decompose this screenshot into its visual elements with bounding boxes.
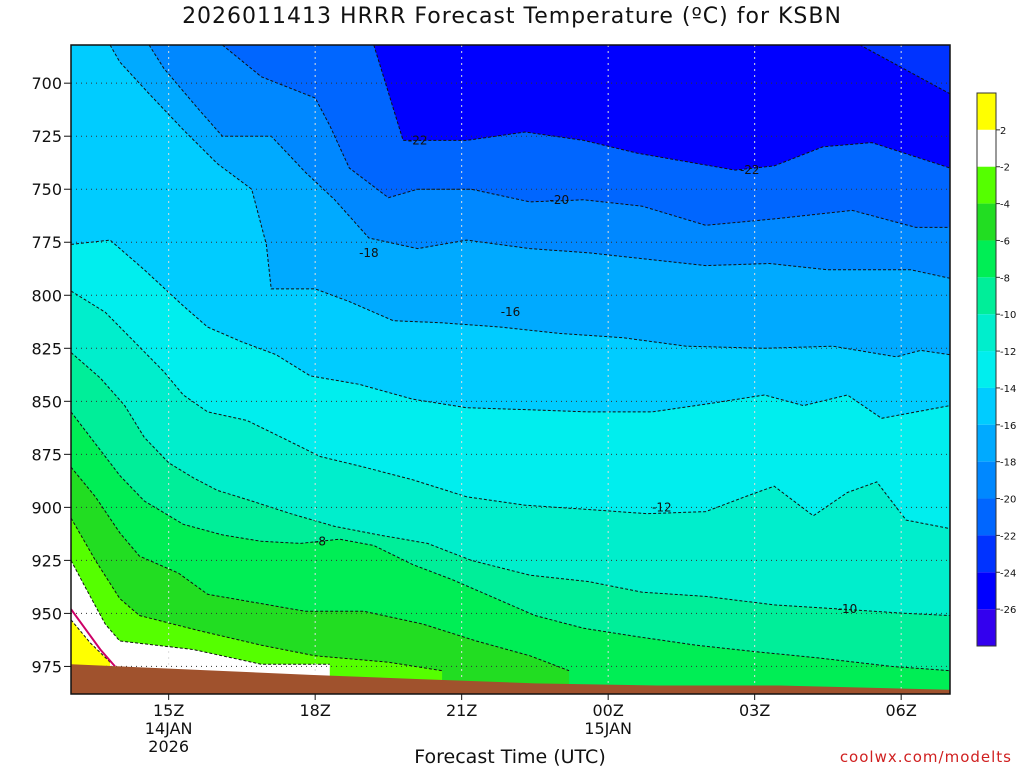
- colorbar-swatch: [977, 203, 996, 241]
- isotherm-line: [71, 560, 330, 665]
- isotherm-line: [71, 239, 950, 419]
- contour-label: -20: [550, 193, 570, 207]
- colorbar-swatch: [977, 424, 996, 462]
- isotherm-line: [71, 411, 950, 672]
- isotherm-layer: [71, 45, 950, 678]
- y-tick-label: 875: [31, 445, 62, 464]
- x-tick-label: 21Z: [446, 701, 477, 720]
- x-tick-label: 2026: [148, 737, 189, 756]
- contour-label: -12: [652, 500, 672, 514]
- contour-label-layer: -22 -22 -20 -18 -16 -12 -8 -10: [314, 133, 858, 616]
- y-axis: 700 725 750 775 800 825 850 875 900 925 950 975: [31, 74, 71, 676]
- colorbar-swatch: [977, 387, 996, 425]
- colorbar-swatch: [977, 314, 996, 352]
- isotherm-line: [71, 517, 443, 672]
- y-tick-label: 975: [31, 657, 62, 676]
- y-tick-label: 925: [31, 551, 62, 570]
- colorbar-label: -26: [1000, 605, 1016, 616]
- plot-frame: [70, 44, 951, 695]
- isotherm-line: [85, 45, 950, 95]
- colorbar-frame: [976, 92, 997, 647]
- site-credit: coolwx.com/modelts: [839, 748, 1012, 766]
- x-axis-label: Forecast Time (UTC): [414, 746, 606, 768]
- x-tick-label: 03Z: [739, 701, 770, 720]
- colorbar-swatch: [977, 535, 996, 573]
- colorbar-label: -6: [1000, 236, 1010, 247]
- colorbar-label: -16: [1000, 421, 1016, 432]
- colorbar-swatch: [977, 351, 996, 388]
- x-tick-label: 06Z: [886, 701, 917, 720]
- y-tick-label: 750: [31, 180, 62, 199]
- contour-label: -18: [359, 246, 379, 260]
- chart-title: 2026011413 HRRR Forecast Temperature (ºC…: [182, 4, 842, 29]
- isotherm-line: [71, 290, 950, 530]
- colorbar-swatch: [977, 461, 996, 499]
- colorbar-label: -22: [1000, 531, 1016, 542]
- colorbar-label: -12: [1000, 347, 1016, 358]
- x-tick-label: 14JAN: [145, 719, 193, 738]
- colorbar-label: 2: [1000, 126, 1006, 137]
- contour-label: -10: [838, 602, 858, 616]
- colorbar-swatch: [977, 240, 996, 278]
- x-tick-label: 15JAN: [584, 719, 632, 738]
- colorbar-swatch: [977, 93, 996, 130]
- isotherm-line: [71, 466, 570, 672]
- colorbar-label: -14: [1000, 384, 1016, 395]
- colorbar-swatch: [977, 277, 996, 315]
- colorbar-label: -10: [1000, 310, 1016, 321]
- isotherm-line: [71, 352, 950, 616]
- y-tick-label: 800: [31, 286, 62, 305]
- colorbar-swatch: [977, 129, 996, 167]
- contour-label: -8: [314, 534, 326, 548]
- colorbar-label: -20: [1000, 495, 1016, 506]
- y-tick-label: 950: [31, 604, 62, 623]
- ground-surface: [71, 664, 950, 694]
- y-tick-label: 850: [31, 392, 62, 411]
- colorbar-swatch: [977, 572, 996, 610]
- colorbar-swatch: [977, 166, 996, 204]
- colorbar-label: -4: [1000, 200, 1010, 211]
- freezing-line: [71, 608, 116, 668]
- y-tick-label: 725: [31, 127, 62, 146]
- y-tick-label: 825: [31, 339, 62, 358]
- y-tick-label: 900: [31, 498, 62, 517]
- x-tick-label: 18Z: [300, 701, 331, 720]
- isotherm-line: [148, 45, 950, 279]
- colorbar-swatch: [977, 609, 996, 646]
- temperature-fill-layer: [71, 45, 950, 694]
- grid-layer: [71, 45, 950, 694]
- colorbar-label: -8: [1000, 273, 1010, 284]
- colorbar-label: -2: [1000, 163, 1010, 174]
- ground-layer: [71, 664, 950, 694]
- temperature-band: [71, 560, 330, 694]
- colorbar-swatch: [977, 498, 996, 536]
- contour-label: -16: [501, 305, 521, 319]
- isotherm-line: [109, 45, 950, 358]
- colorbar-label: -24: [1000, 568, 1016, 579]
- contour-label: -22: [740, 163, 760, 177]
- colorbar-label: -18: [1000, 458, 1016, 469]
- contour-label: -22: [408, 133, 428, 147]
- y-tick-label: 700: [31, 74, 62, 93]
- y-tick-label: 775: [31, 233, 62, 252]
- colorbar: 2 -2 -4 -6 -8 -10 -12 -14 -16 -18 -20 -22 -24 -26: [976, 92, 1016, 647]
- isotherm-line: [222, 45, 950, 228]
- isotherm-line: [373, 45, 950, 171]
- isotherm-line: [71, 619, 111, 663]
- x-tick-label: 15Z: [153, 701, 184, 720]
- x-tick-label: 00Z: [593, 701, 624, 720]
